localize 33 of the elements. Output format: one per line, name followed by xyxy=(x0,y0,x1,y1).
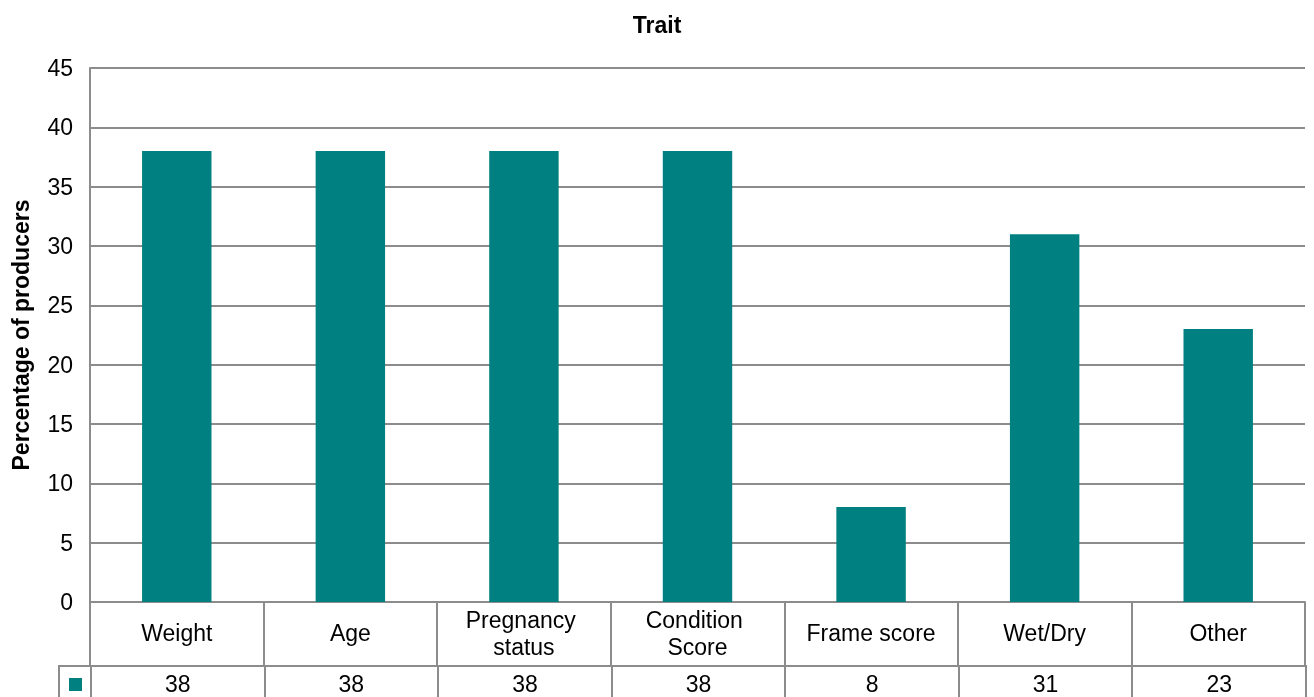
y-tick-label: 45 xyxy=(47,55,73,81)
bar xyxy=(315,151,386,602)
data-label: 38 xyxy=(263,665,438,697)
y-axis-title: Percentage of producers xyxy=(7,199,34,471)
bar xyxy=(1009,234,1080,602)
x-tick-label: Wet/Dry xyxy=(1003,620,1087,646)
x-tick-label: Other xyxy=(1189,620,1248,646)
bar xyxy=(662,151,733,602)
y-tick-label: 20 xyxy=(47,351,73,378)
x-tick-label: Age xyxy=(329,620,371,646)
x-tick-label: Condition Score xyxy=(645,606,750,660)
x-tick-label: Pregnancy status xyxy=(465,606,583,660)
data-label: 38 xyxy=(437,665,611,697)
y-tick-label: 15 xyxy=(47,411,73,437)
bar xyxy=(142,151,212,602)
data-label: 38 xyxy=(610,665,785,697)
data-label: 31 xyxy=(957,665,1132,697)
bar xyxy=(836,507,906,602)
y-tick-label: 10 xyxy=(47,470,73,497)
bar xyxy=(1183,329,1253,602)
y-tick-label: 40 xyxy=(47,114,73,141)
bar xyxy=(489,151,559,602)
y-tick-label: 35 xyxy=(47,173,73,200)
y-tick-label: 30 xyxy=(47,233,73,259)
x-tick-label: Weight xyxy=(141,620,213,646)
y-tick-label: 0 xyxy=(60,589,73,615)
y-tick-label: 5 xyxy=(60,529,73,556)
x-tick-label: Frame score xyxy=(806,620,936,646)
chart-title: Trait xyxy=(632,11,682,38)
y-tick-label: 25 xyxy=(47,292,73,319)
data-label: 38 xyxy=(90,665,264,697)
data-label: 8 xyxy=(784,665,958,697)
data-label: 23 xyxy=(1131,665,1307,697)
